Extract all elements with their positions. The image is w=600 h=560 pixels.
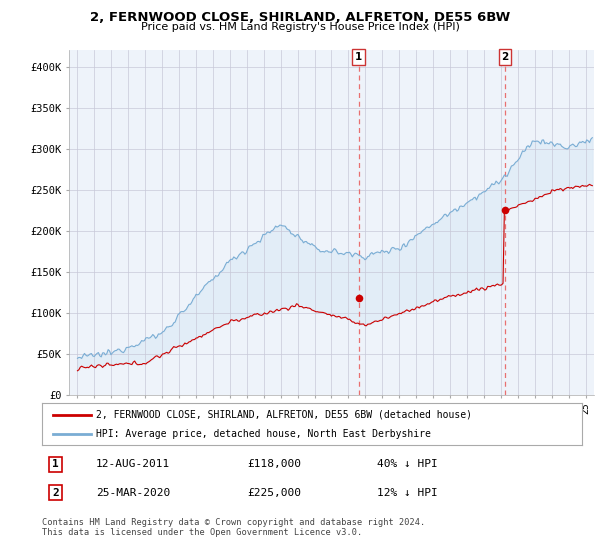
Text: 2: 2 [502,52,509,62]
Text: £225,000: £225,000 [247,488,301,498]
Text: 2: 2 [52,488,59,498]
Text: Contains HM Land Registry data © Crown copyright and database right 2024.
This d: Contains HM Land Registry data © Crown c… [42,518,425,538]
Text: 12-AUG-2011: 12-AUG-2011 [96,459,170,469]
Text: 40% ↓ HPI: 40% ↓ HPI [377,459,437,469]
Text: 2, FERNWOOD CLOSE, SHIRLAND, ALFRETON, DE55 6BW: 2, FERNWOOD CLOSE, SHIRLAND, ALFRETON, D… [90,11,510,24]
Text: £118,000: £118,000 [247,459,301,469]
Text: Price paid vs. HM Land Registry's House Price Index (HPI): Price paid vs. HM Land Registry's House … [140,22,460,32]
Text: 25-MAR-2020: 25-MAR-2020 [96,488,170,498]
Point [354,293,364,302]
Text: 2, FERNWOOD CLOSE, SHIRLAND, ALFRETON, DE55 6BW (detached house): 2, FERNWOOD CLOSE, SHIRLAND, ALFRETON, D… [96,409,472,419]
Point [500,206,510,215]
Text: 1: 1 [355,52,362,62]
Text: 12% ↓ HPI: 12% ↓ HPI [377,488,437,498]
Text: 1: 1 [52,459,59,469]
Text: HPI: Average price, detached house, North East Derbyshire: HPI: Average price, detached house, Nort… [96,429,431,439]
